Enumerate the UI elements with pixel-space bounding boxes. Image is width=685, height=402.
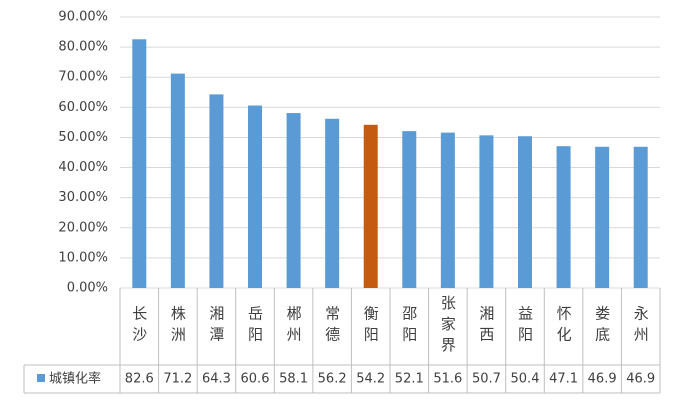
bar <box>479 135 494 288</box>
y-tick-label: 50.00% <box>58 130 108 145</box>
legend-swatch <box>37 374 45 382</box>
bar <box>633 146 648 288</box>
x-tick-label: 岳阳 <box>246 306 264 348</box>
bar <box>556 146 571 288</box>
y-tick-label: 80.00% <box>58 40 108 55</box>
y-tick-label: 70.00% <box>58 70 108 85</box>
y-tick-label: 20.00% <box>58 220 108 235</box>
legend-label: 城镇化率 <box>49 371 101 387</box>
x-tick-label: 永州 <box>632 306 650 348</box>
x-tick-label: 邵阳 <box>400 306 418 348</box>
bar <box>363 124 378 288</box>
table-value: 71.2 <box>163 372 192 387</box>
y-tick-label: 10.00% <box>58 250 108 265</box>
x-tick-label: 郴州 <box>285 306 303 348</box>
x-tick-label: 湘潭 <box>207 306 225 348</box>
x-tick-label: 长沙 <box>130 306 148 348</box>
table-value: 46.9 <box>588 372 617 387</box>
y-tick-label: 90.00% <box>58 10 108 25</box>
table-value: 46.9 <box>626 372 655 387</box>
y-tick-label: 30.00% <box>58 190 108 205</box>
table-value: 82.6 <box>125 372 154 387</box>
table-value: 60.6 <box>241 372 270 387</box>
table-value: 52.1 <box>395 372 424 387</box>
bar <box>518 136 532 288</box>
y-tick-label: 60.00% <box>58 100 108 115</box>
bar <box>402 131 417 288</box>
bar <box>132 39 147 288</box>
table-value: 50.7 <box>472 372 501 387</box>
x-tick-label: 常德 <box>323 306 341 348</box>
bar <box>440 132 455 288</box>
table-value: 47.1 <box>549 372 578 387</box>
bar <box>595 146 610 288</box>
y-tick-label: 0.00% <box>67 281 108 296</box>
y-tick-label: 40.00% <box>58 160 108 175</box>
bar <box>325 118 340 288</box>
bar <box>248 105 262 288</box>
table-value: 56.2 <box>318 372 347 387</box>
bar <box>286 113 301 288</box>
table-value: 54.2 <box>356 372 385 387</box>
x-tick-label: 株洲 <box>169 306 187 348</box>
x-tick-label: 张家界 <box>439 295 457 358</box>
x-tick-label: 娄底 <box>593 306 611 348</box>
x-tick-label: 益阳 <box>516 306 534 348</box>
table-value: 58.1 <box>279 372 308 387</box>
table-value: 50.4 <box>511 372 540 387</box>
bar <box>170 73 185 288</box>
table-value: 64.3 <box>202 372 231 387</box>
bar <box>209 94 224 288</box>
x-tick-label: 湘西 <box>477 306 495 348</box>
table-value: 51.6 <box>433 372 462 387</box>
x-tick-label: 衡阳 <box>362 306 380 348</box>
x-tick-label: 怀化 <box>555 306 573 348</box>
